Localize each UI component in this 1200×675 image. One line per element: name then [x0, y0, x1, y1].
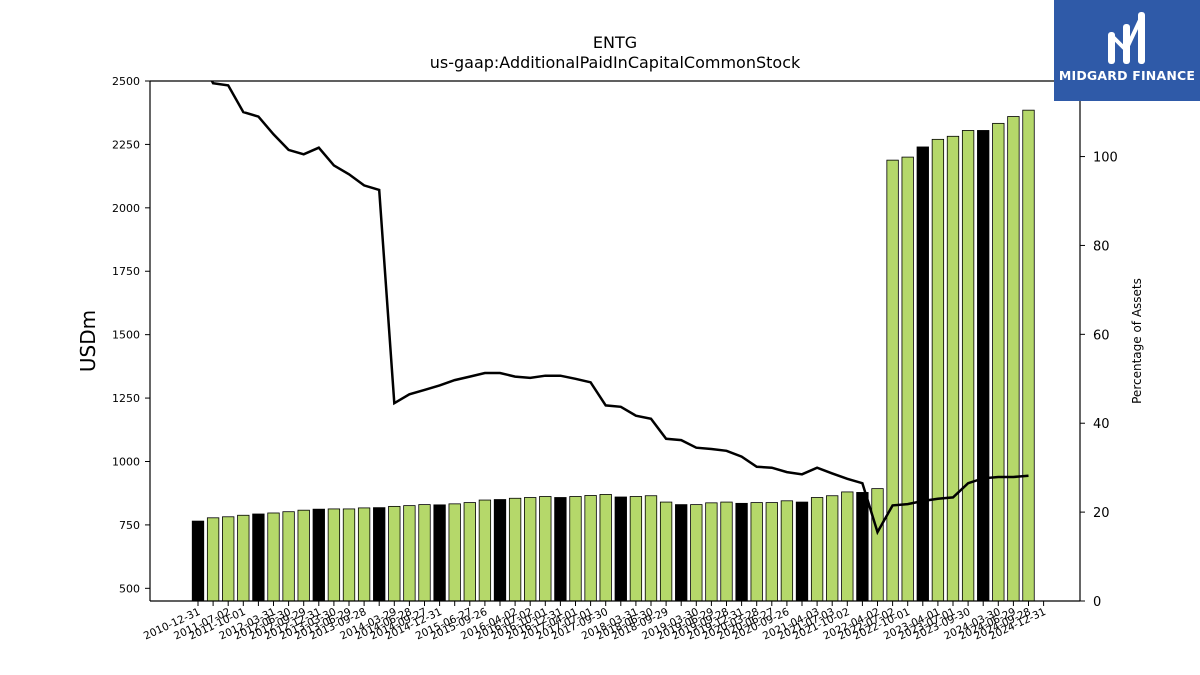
bar — [901, 156, 914, 602]
bar — [297, 509, 310, 602]
y-axis-label: USDm — [76, 310, 100, 372]
y-tick-label: 2250 — [112, 138, 140, 151]
bar — [478, 499, 492, 602]
bar — [675, 504, 688, 602]
bar — [795, 501, 809, 602]
bar — [554, 497, 567, 602]
bar — [644, 495, 658, 602]
bar — [750, 502, 763, 602]
bar — [690, 504, 703, 602]
bar — [508, 497, 522, 602]
bar — [342, 508, 356, 602]
bar — [539, 496, 552, 602]
y-tick-label: 1250 — [112, 392, 140, 405]
bar — [1007, 116, 1020, 602]
y-tick-label: 1000 — [112, 455, 140, 468]
bar — [222, 516, 235, 602]
bar — [856, 492, 869, 602]
y2-tick-label: 80 — [1093, 239, 1110, 254]
bar — [191, 520, 205, 602]
bar — [403, 505, 416, 602]
y-tick-label: 1500 — [112, 329, 140, 342]
y2-tick-label: 60 — [1093, 328, 1110, 343]
bar — [237, 514, 250, 602]
bar — [312, 508, 325, 602]
bar — [659, 501, 673, 602]
bar — [388, 505, 401, 602]
bar — [735, 502, 748, 602]
bar — [841, 491, 854, 602]
bar — [826, 495, 839, 602]
y-tick-label: 2000 — [112, 202, 140, 215]
bar — [810, 497, 824, 602]
bar — [720, 501, 733, 602]
bar — [765, 502, 778, 602]
y-tick-label: 750 — [119, 519, 140, 532]
bar — [629, 496, 643, 602]
bar — [599, 494, 612, 602]
bar — [282, 511, 295, 602]
bar — [327, 508, 341, 602]
bar — [584, 495, 597, 602]
bar — [977, 130, 990, 602]
bar — [373, 507, 386, 602]
y2-tick-label: 40 — [1093, 417, 1110, 432]
chart-title: ENTG — [593, 33, 637, 52]
chart-subtitle: us-gaap:AdditionalPaidInCapitalCommonSto… — [430, 53, 801, 72]
bar — [871, 488, 884, 602]
y-tick-label: 1750 — [112, 265, 140, 278]
bar — [614, 496, 627, 602]
y2-tick-label: 100 — [1093, 151, 1118, 166]
plot-area: 500 750 1000 1250 1500 1750 2000 2250 2500 0 20 40 6… — [112, 75, 1118, 643]
series-line-percentage-of-assets — [210, 81, 1029, 536]
bar — [931, 138, 945, 602]
brand-name: MIDGARD FINANCE — [1058, 68, 1196, 83]
bar — [267, 512, 280, 602]
bar — [206, 517, 220, 602]
bar — [1022, 109, 1035, 602]
y-tick-label: 2500 — [112, 75, 140, 88]
bar — [992, 122, 1005, 602]
bar — [886, 159, 899, 602]
y2-axis-label: Percentage of Assets — [1130, 278, 1144, 404]
bar — [916, 146, 929, 602]
bar — [252, 513, 265, 602]
midgard-m-logo-icon — [1108, 12, 1145, 64]
y2-tick-label: 0 — [1093, 595, 1101, 610]
bar — [433, 504, 446, 602]
brand-logo[interactable]: MIDGARD FINANCE — [1054, 0, 1200, 101]
bar — [448, 503, 461, 602]
bar — [946, 135, 960, 602]
bar — [705, 502, 718, 602]
y-tick-label: 500 — [119, 582, 140, 595]
bar — [463, 502, 476, 602]
bar — [357, 507, 371, 602]
bar — [524, 497, 537, 602]
bar — [493, 499, 507, 602]
bar — [961, 130, 975, 602]
bar — [418, 504, 431, 602]
y2-tick-label: 20 — [1093, 506, 1110, 521]
bar — [780, 500, 794, 602]
bar — [569, 496, 582, 602]
